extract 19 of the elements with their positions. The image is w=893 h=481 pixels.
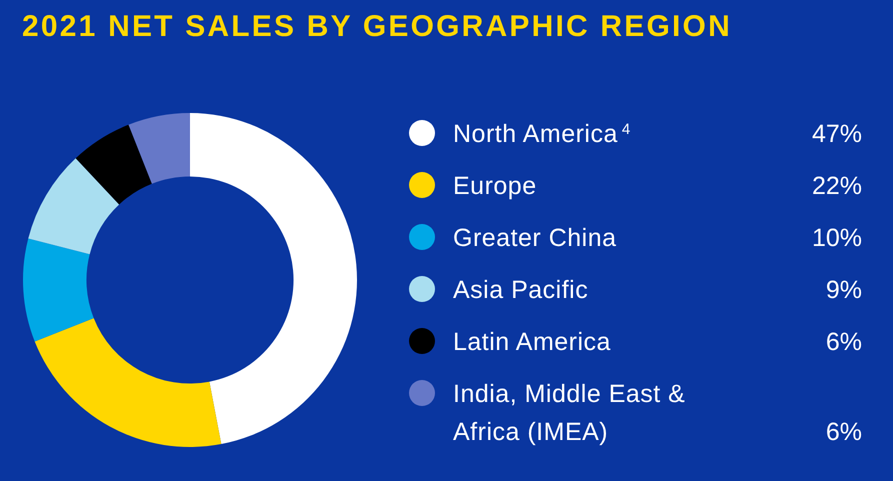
legend-label: Europe bbox=[453, 172, 537, 200]
data-label: 6% bbox=[826, 328, 862, 356]
donut-slice bbox=[23, 238, 94, 342]
donut-slice bbox=[28, 158, 120, 254]
data-label: 10% bbox=[812, 224, 862, 252]
donut-slice bbox=[34, 318, 222, 447]
legend-label: Latin America bbox=[453, 328, 611, 356]
chart-title: 2021 NET SALES BY GEOGRAPHIC REGION bbox=[22, 10, 732, 43]
legend-label: Asia Pacific bbox=[453, 276, 588, 304]
donut-slice bbox=[76, 124, 152, 205]
legend-label: India, Middle East & Africa (IMEA) bbox=[453, 380, 686, 446]
donut-slice bbox=[190, 113, 357, 444]
data-label: 47% bbox=[812, 120, 862, 148]
data-label: 9% bbox=[826, 276, 862, 304]
legend-label: Greater China bbox=[453, 224, 617, 252]
data-label: 6% bbox=[826, 418, 862, 446]
donut-slice bbox=[128, 113, 190, 184]
legend-label: North America$^{4}$ bbox=[453, 120, 631, 148]
data-label: 22% bbox=[812, 172, 862, 200]
